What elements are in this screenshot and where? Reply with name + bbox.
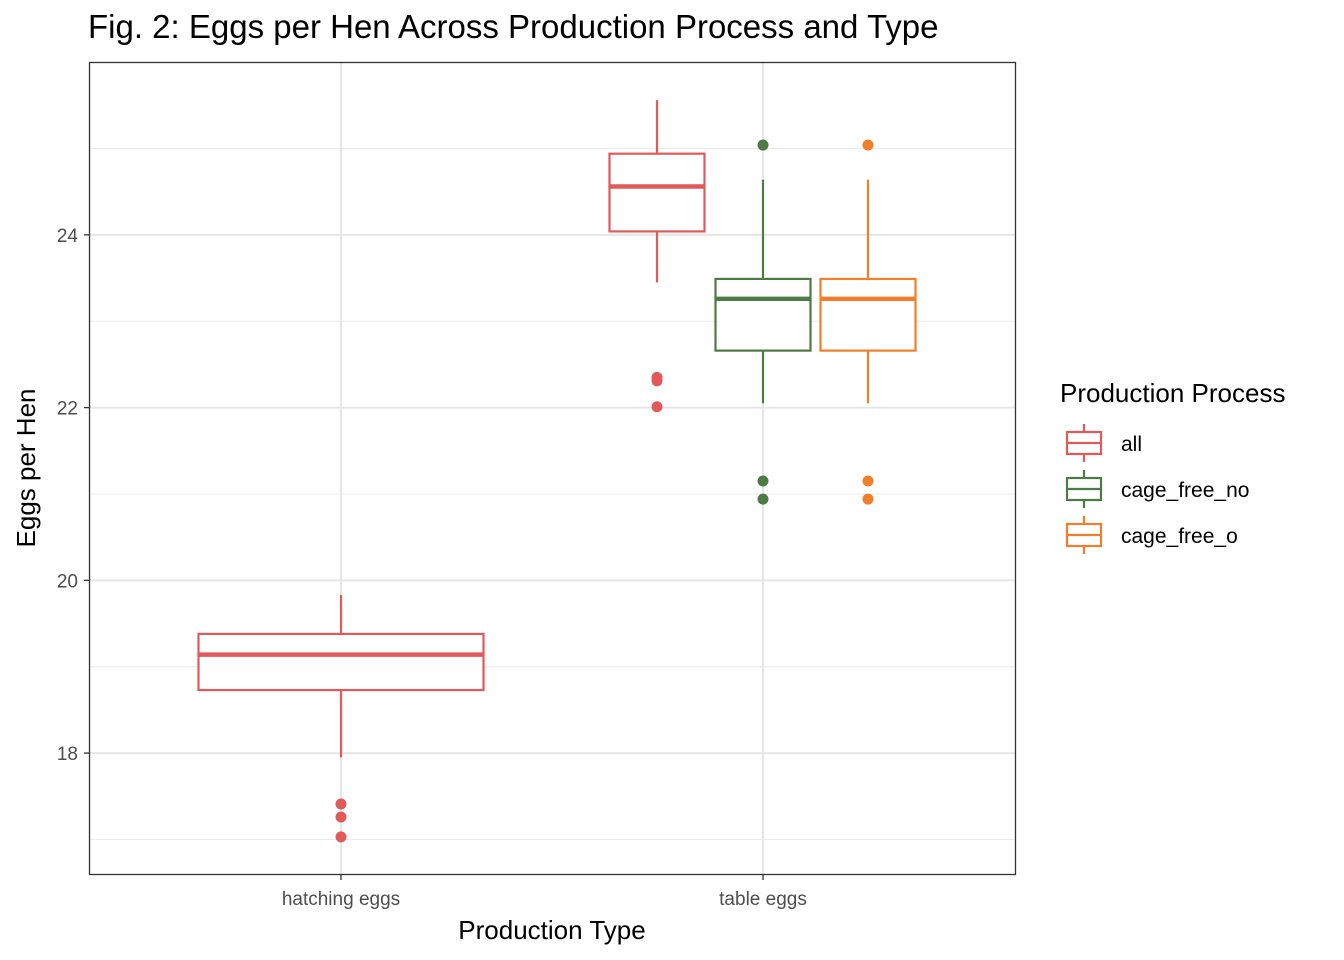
y-tick-label: 22: [57, 399, 78, 420]
box-iqr: [608, 152, 706, 233]
box-iqr: [819, 277, 917, 352]
axes: 18 20 22 24 hatching eggs table eggs: [57, 226, 807, 910]
legend-item-cage_free_no: cage_free_no: [1065, 470, 1249, 508]
outlier-point: [757, 475, 769, 487]
box-iqr: [714, 277, 812, 352]
chart-title: Fig. 2: Eggs per Hen Across Production P…: [88, 8, 939, 45]
box-all-table-eggs: [608, 100, 706, 413]
outlier-point: [651, 401, 663, 413]
box-all-hatching-eggs: [197, 595, 485, 843]
outlier-point: [757, 139, 769, 151]
legend-label: all: [1121, 433, 1142, 456]
x-tick-label: table eggs: [719, 889, 807, 910]
legend-label: cage_free_o: [1121, 525, 1238, 548]
outlier-point: [862, 493, 874, 505]
legend-title: Production Process: [1060, 378, 1285, 408]
outlier-point: [862, 139, 874, 151]
y-axis-title: Eggs per Hen: [11, 389, 41, 548]
y-tick-label: 18: [57, 744, 78, 765]
outlier-point: [335, 811, 347, 823]
legend-label: cage_free_no: [1121, 479, 1249, 502]
box-cage_free_no-table-eggs: [714, 139, 812, 505]
box-iqr: [197, 632, 485, 692]
x-axis-title: Production Type: [458, 915, 645, 945]
outlier-point: [757, 493, 769, 505]
plot-panel-border: [88, 61, 1017, 876]
chart-marks: [197, 100, 917, 843]
grid-lines: [90, 63, 1015, 874]
legend-item-all: all: [1065, 424, 1142, 462]
x-tick-label: hatching eggs: [282, 889, 400, 910]
y-tick-label: 20: [57, 571, 78, 592]
y-tick-label: 24: [57, 226, 79, 247]
legend-item-cage_free_o: cage_free_o: [1065, 516, 1238, 554]
box-cage_free_o-table-eggs: [819, 139, 917, 505]
outlier-point: [335, 831, 347, 843]
outlier-point: [862, 475, 874, 487]
legend: Production Process all cage_free_no cage_f…: [1060, 378, 1285, 554]
outlier-point: [335, 798, 347, 810]
outlier-point: [651, 375, 663, 387]
